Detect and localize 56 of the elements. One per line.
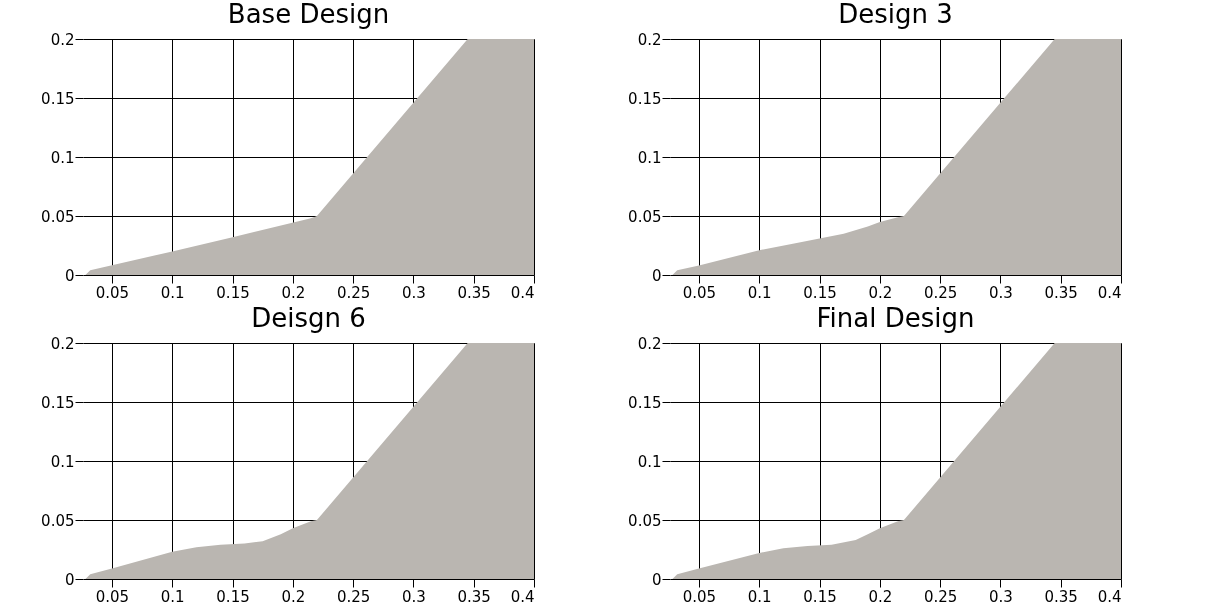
y-tick-label: 0.05 bbox=[628, 511, 662, 530]
x-tick-label: 0.35 bbox=[1044, 283, 1078, 302]
x-tick-label: 0.15 bbox=[216, 283, 250, 302]
x-tick-label: 0.4 bbox=[1097, 283, 1122, 302]
chart-title: Final Design bbox=[816, 303, 975, 333]
x-tick-label: 0.4 bbox=[1097, 587, 1122, 606]
x-tick-label: 0.2 bbox=[868, 283, 893, 302]
y-tick-label: 0.05 bbox=[628, 207, 662, 226]
y-tick-label: 0.05 bbox=[41, 511, 75, 530]
x-tick-label: 0.2 bbox=[281, 283, 306, 302]
y-tick-label: 0.1 bbox=[637, 452, 662, 471]
x-tick-label: 0.15 bbox=[803, 587, 837, 606]
x-tick-label: 0.3 bbox=[988, 587, 1013, 606]
x-tick-label: 0.2 bbox=[281, 587, 306, 606]
y-tick-label: 0 bbox=[651, 266, 662, 285]
y-tick-label: 0.15 bbox=[628, 393, 662, 412]
x-tick-label: 0.25 bbox=[336, 283, 371, 302]
chart-title: Base Design bbox=[227, 0, 390, 29]
x-tick-label: 0.05 bbox=[95, 283, 130, 302]
y-tick-label: 0 bbox=[64, 570, 75, 589]
chart-title: Design 3 bbox=[838, 0, 953, 29]
x-tick-label: 0.3 bbox=[988, 283, 1013, 302]
y-tick-label: 0.15 bbox=[41, 89, 75, 108]
y-tick-label: 0.1 bbox=[50, 148, 75, 167]
x-tick-label: 0.1 bbox=[160, 283, 185, 302]
y-tick-label: 0.2 bbox=[50, 30, 75, 49]
x-tick-label: 0.3 bbox=[401, 587, 426, 606]
y-tick-label: 0.05 bbox=[41, 207, 75, 226]
chart-title: Deisgn 6 bbox=[251, 303, 366, 333]
x-tick-label: 0.25 bbox=[923, 283, 958, 302]
x-tick-label: 0.25 bbox=[336, 587, 371, 606]
x-tick-label: 0.05 bbox=[682, 283, 717, 302]
y-tick-label: 0.15 bbox=[628, 89, 662, 108]
y-tick-label: 0.1 bbox=[637, 148, 662, 167]
x-tick-label: 0.3 bbox=[401, 283, 426, 302]
y-tick-label: 0.1 bbox=[50, 452, 75, 471]
x-tick-label: 0.05 bbox=[95, 587, 130, 606]
x-tick-label: 0.25 bbox=[923, 587, 958, 606]
y-tick-label: 0.2 bbox=[637, 334, 662, 353]
x-tick-label: 0.1 bbox=[747, 587, 772, 606]
x-tick-label: 0.35 bbox=[457, 587, 491, 606]
y-tick-label: 0 bbox=[651, 570, 662, 589]
y-tick-label: 0 bbox=[64, 266, 75, 285]
x-tick-label: 0.35 bbox=[457, 283, 491, 302]
x-tick-label: 0.2 bbox=[868, 587, 893, 606]
x-tick-label: 0.4 bbox=[510, 283, 535, 302]
x-tick-label: 0.05 bbox=[682, 587, 717, 606]
x-tick-label: 0.15 bbox=[216, 587, 250, 606]
y-tick-label: 0.2 bbox=[50, 334, 75, 353]
x-tick-label: 0.15 bbox=[803, 283, 837, 302]
x-tick-label: 0.4 bbox=[510, 587, 535, 606]
y-tick-label: 0.2 bbox=[637, 30, 662, 49]
x-tick-label: 0.1 bbox=[160, 587, 185, 606]
x-tick-label: 0.35 bbox=[1044, 587, 1078, 606]
x-tick-label: 0.1 bbox=[747, 283, 772, 302]
y-tick-label: 0.15 bbox=[41, 393, 75, 412]
